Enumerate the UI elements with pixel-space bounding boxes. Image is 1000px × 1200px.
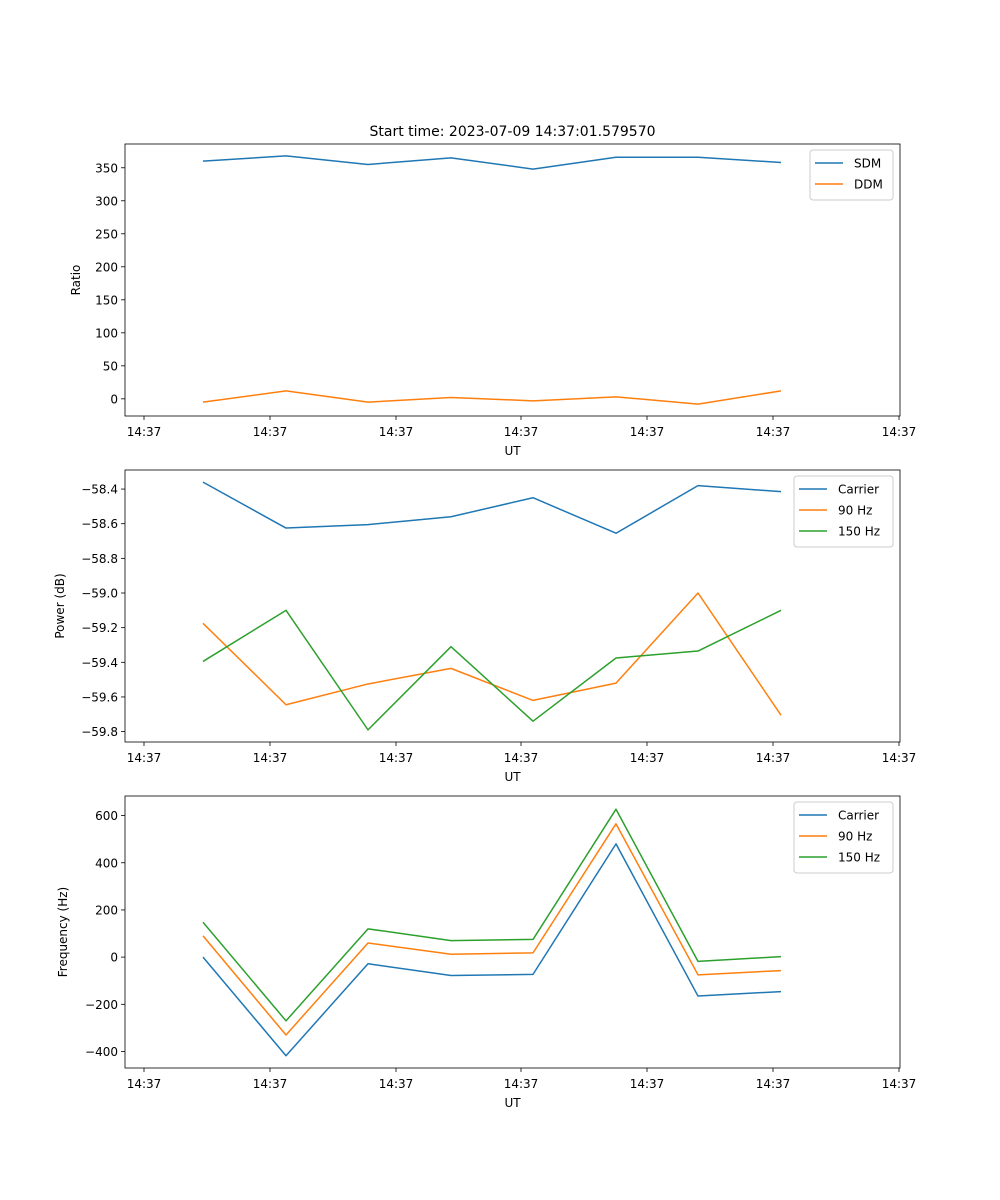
frequency-legend-label-carrier: Carrier bbox=[838, 809, 879, 823]
chart-title: Start time: 2023-07-09 14:37:01.579570 bbox=[369, 124, 655, 140]
frequency-y-tick-label-2: 0 bbox=[110, 951, 118, 965]
frequency-x-tick-label-5: 14:37 bbox=[756, 1077, 791, 1091]
power-legend bbox=[793, 475, 894, 548]
power-legend-label-150-hz: 150 Hz bbox=[838, 525, 880, 539]
frequency-legend-label-90-hz: 90 Hz bbox=[838, 830, 872, 844]
power-x-tick-label-5: 14:37 bbox=[756, 751, 791, 765]
frequency-x-tick-label-2: 14:37 bbox=[379, 1077, 414, 1091]
power-y-tick-label-5: −58.8 bbox=[81, 552, 118, 566]
ratio-y-tick-label-4: 200 bbox=[95, 260, 118, 274]
power-x-tick-label-1: 14:37 bbox=[253, 751, 288, 765]
frequency-x-tick-label-6: 14:37 bbox=[882, 1077, 917, 1091]
power-y-tick-label-6: −58.6 bbox=[81, 517, 118, 531]
frequency-series-150-hz-line bbox=[202, 808, 782, 1022]
frequency-x-tick-label-1: 14:37 bbox=[253, 1077, 288, 1091]
ratio-x-axis-label: UT bbox=[504, 444, 521, 458]
power-x-axis-label: UT bbox=[504, 770, 521, 784]
frequency-x-tick-label-0: 14:37 bbox=[127, 1077, 162, 1091]
ratio-y-tick-label-0: 0 bbox=[110, 392, 118, 406]
frequency-y-tick-label-5: 600 bbox=[95, 809, 118, 823]
power-y-tick-label-0: −59.8 bbox=[81, 725, 118, 739]
ratio-x-tick-label-5: 14:37 bbox=[756, 425, 791, 439]
ratio-x-tick-label-3: 14:37 bbox=[504, 425, 539, 439]
frequency-series-90-hz-line bbox=[202, 823, 782, 1036]
power-axes-frame bbox=[124, 469, 901, 743]
ratio-y-tick-label-1: 50 bbox=[103, 359, 118, 373]
ratio-y-tick-label-5: 250 bbox=[95, 227, 118, 241]
ratio-x-tick-label-4: 14:37 bbox=[630, 425, 665, 439]
frequency-y-tick-label-3: 200 bbox=[95, 903, 118, 917]
power-x-tick-label-3: 14:37 bbox=[504, 751, 539, 765]
frequency-axes-frame bbox=[124, 795, 901, 1069]
ratio-axes-frame bbox=[124, 143, 901, 417]
frequency-legend-label-150-hz: 150 Hz bbox=[838, 851, 880, 865]
ratio-x-tick-label-0: 14:37 bbox=[127, 425, 162, 439]
ratio-panel: 14:37 14:37 14:37 14:37 14:37 14:37 14:37 0 50 10… bbox=[69, 143, 917, 458]
power-y-axis-label: Power (dB) bbox=[53, 573, 67, 638]
ratio-legend-label-ddm: DDM bbox=[854, 178, 883, 192]
frequency-y-axis-label: Frequency (Hz) bbox=[56, 887, 70, 978]
power-x-tick-label-2: 14:37 bbox=[379, 751, 414, 765]
power-series-150-hz-line bbox=[202, 609, 782, 731]
power-x-tick-label-4: 14:37 bbox=[630, 751, 665, 765]
frequency-y-tick-label-4: 400 bbox=[95, 856, 118, 870]
ratio-x-tick-label-2: 14:37 bbox=[379, 425, 414, 439]
power-y-tick-label-2: −59.4 bbox=[81, 656, 118, 670]
frequency-legend bbox=[793, 801, 894, 874]
power-x-tick-label-6: 14:37 bbox=[882, 751, 917, 765]
ratio-x-tick-label-6: 14:37 bbox=[882, 425, 917, 439]
ratio-x-tick-label-1: 14:37 bbox=[253, 425, 288, 439]
frequency-y-tick-label-1: −200 bbox=[85, 998, 118, 1012]
power-y-tick-label-1: −59.6 bbox=[81, 690, 118, 704]
ratio-series-sdm-line bbox=[202, 155, 782, 170]
ratio-y-tick-label-2: 100 bbox=[95, 326, 118, 340]
power-y-tick-label-7: −58.4 bbox=[81, 483, 118, 497]
power-legend-label-carrier: Carrier bbox=[838, 483, 879, 497]
frequency-series-carrier-line bbox=[202, 843, 782, 1057]
ratio-y-axis-label: Ratio bbox=[69, 265, 83, 296]
ratio-y-tick-label-3: 150 bbox=[95, 293, 118, 307]
ratio-y-tick-label-7: 350 bbox=[95, 161, 118, 175]
power-panel: 14:37 14:37 14:37 14:37 14:37 14:37 14:37 −59.8… bbox=[53, 469, 917, 784]
power-y-tick-label-4: −59.0 bbox=[81, 587, 118, 601]
power-x-tick-label-0: 14:37 bbox=[127, 751, 162, 765]
ratio-series-ddm-line bbox=[202, 390, 782, 405]
ratio-legend-label-sdm: SDM bbox=[854, 157, 881, 171]
frequency-y-tick-label-0: −400 bbox=[85, 1045, 118, 1059]
frequency-panel: 14:37 14:37 14:37 14:37 14:37 14:37 14:37 −400 −… bbox=[56, 795, 917, 1110]
power-legend-label-90-hz: 90 Hz bbox=[838, 504, 872, 518]
frequency-x-tick-label-3: 14:37 bbox=[504, 1077, 539, 1091]
power-series-carrier-line bbox=[202, 481, 782, 534]
frequency-x-axis-label: UT bbox=[504, 1096, 521, 1110]
power-y-tick-label-3: −59.2 bbox=[81, 621, 118, 635]
ratio-y-tick-label-6: 300 bbox=[95, 194, 118, 208]
frequency-x-tick-label-4: 14:37 bbox=[630, 1077, 665, 1091]
